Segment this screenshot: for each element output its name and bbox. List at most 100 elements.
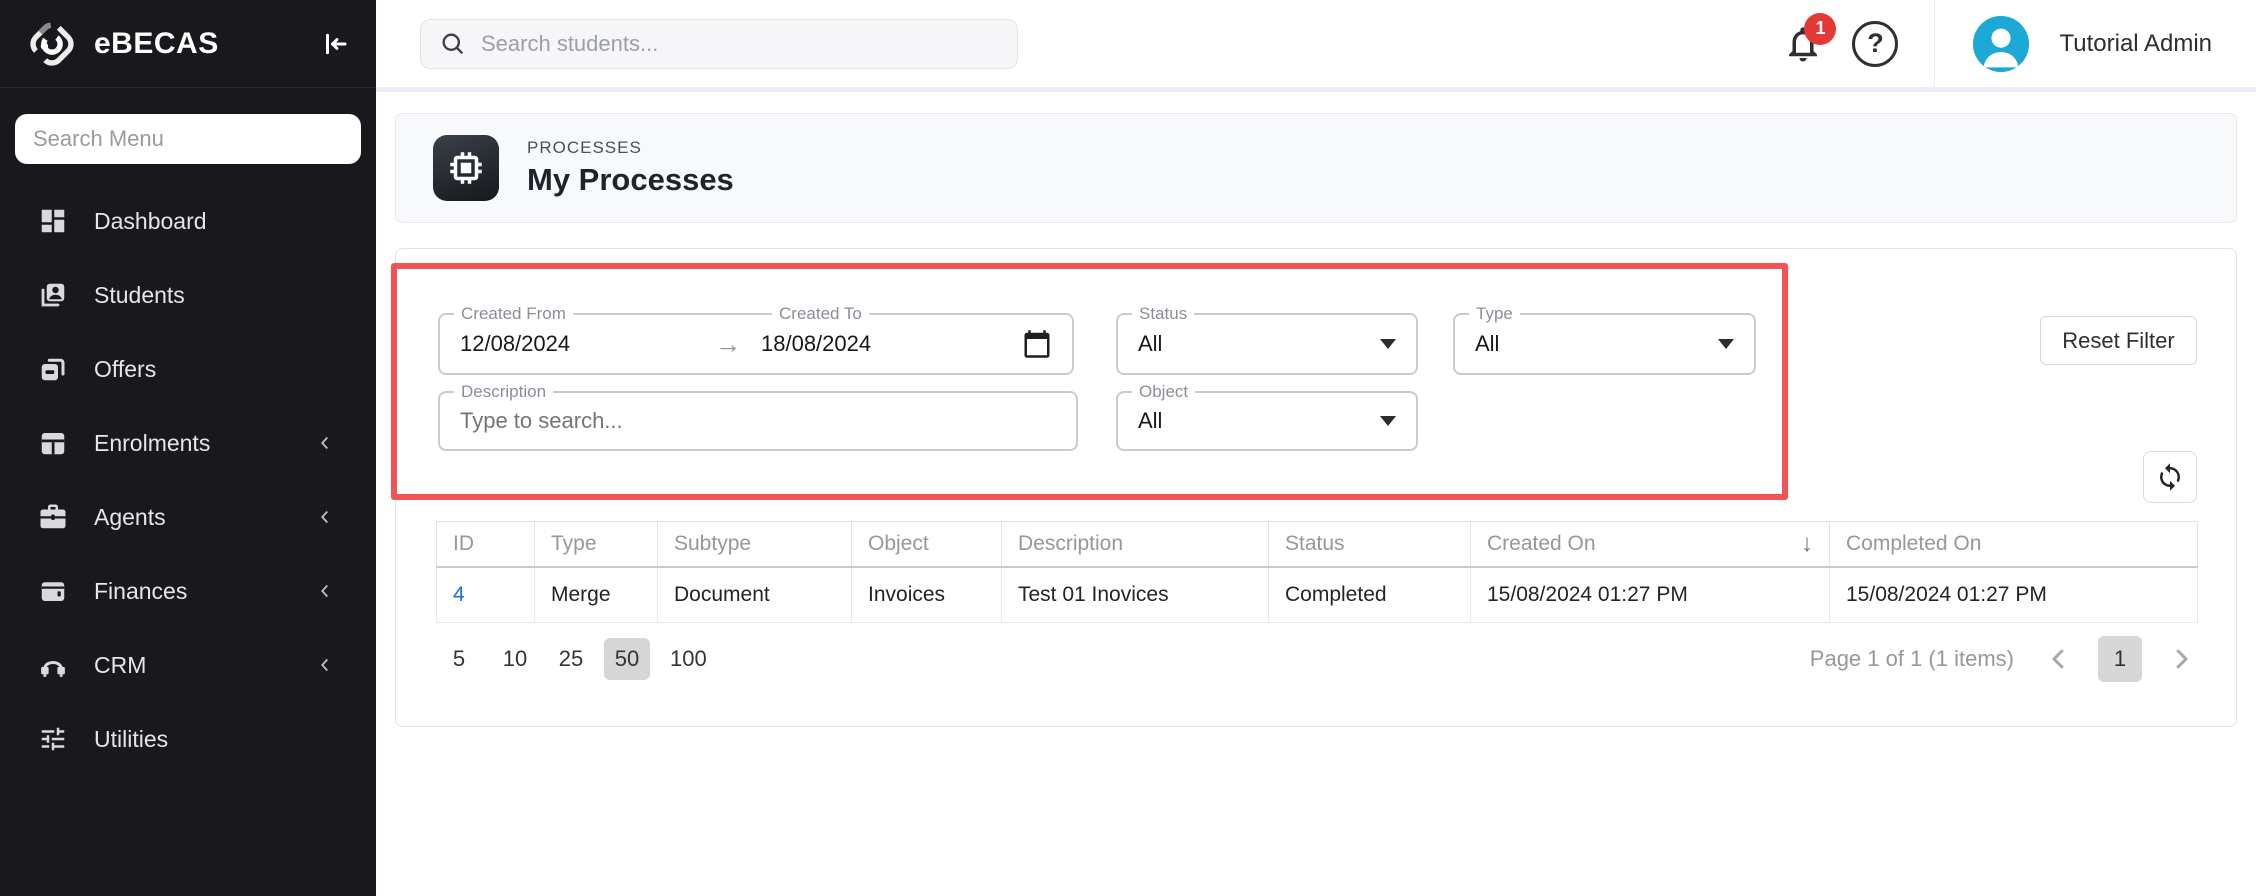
notification-badge: 1 xyxy=(1804,12,1837,45)
column-header-description[interactable]: Description xyxy=(1001,521,1269,568)
processes-table: ID Type Subtype Object Description Statu… xyxy=(436,521,2198,623)
sidebar-item-label: Students xyxy=(94,281,185,308)
sidebar-search-input[interactable] xyxy=(15,114,361,164)
user-name[interactable]: Tutorial Admin xyxy=(2059,29,2212,57)
chevron-left-icon xyxy=(314,580,336,602)
cell-status: Completed xyxy=(1268,566,1471,623)
chevron-left-icon xyxy=(314,654,336,676)
dropdown-caret-icon xyxy=(1380,416,1396,426)
topbar: 1 ? Tutorial Admin xyxy=(376,0,2256,92)
page-size-50[interactable]: 50 xyxy=(604,638,650,680)
sidebar-search xyxy=(15,114,361,164)
status-value: All xyxy=(1138,331,1163,356)
process-id-link[interactable]: 4 xyxy=(453,582,465,606)
student-search[interactable] xyxy=(420,19,1018,69)
notifications-button[interactable]: 1 xyxy=(1778,12,1837,71)
dropdown-caret-icon xyxy=(1718,339,1734,349)
cell-subtype: Document xyxy=(657,566,852,623)
status-select[interactable]: Status All xyxy=(1116,303,1418,375)
crm-icon xyxy=(38,650,68,680)
page-size-selector: 5 10 25 50 100 xyxy=(436,638,727,680)
search-icon xyxy=(439,30,467,58)
enrolments-icon xyxy=(38,428,68,458)
description-field: Description xyxy=(438,381,1078,451)
sidebar-item-finances[interactable]: Finances xyxy=(0,554,376,628)
sidebar-item-offers[interactable]: Offers xyxy=(0,332,376,406)
table-header-row: ID Type Subtype Object Description Statu… xyxy=(436,521,2198,568)
calendar-icon[interactable] xyxy=(1022,329,1052,359)
range-arrow-icon: → xyxy=(715,328,741,359)
created-to-value[interactable]: 18/08/2024 xyxy=(761,331,872,356)
page-summary: Page 1 of 1 (1 items) xyxy=(1809,646,2014,671)
page-size-5[interactable]: 5 xyxy=(436,638,482,680)
refresh-button[interactable] xyxy=(2143,451,2197,503)
sidebar-item-crm[interactable]: CRM xyxy=(0,628,376,702)
brand-title: eBECAS xyxy=(94,26,219,60)
column-header-subtype[interactable]: Subtype xyxy=(657,521,852,568)
page-header-card: PROCESSES My Processes xyxy=(395,113,2237,223)
column-header-completed-on[interactable]: Completed On xyxy=(1829,521,2198,568)
object-label: Object xyxy=(1132,381,1196,403)
sidebar-item-agents[interactable]: Agents xyxy=(0,480,376,554)
sidebar-item-label: Agents xyxy=(94,503,166,530)
status-label: Status xyxy=(1132,303,1195,325)
sidebar-collapse-icon[interactable] xyxy=(320,29,350,59)
sidebar-item-utilities[interactable]: Utilities xyxy=(0,702,376,776)
agents-icon xyxy=(38,502,68,532)
page-size-10[interactable]: 10 xyxy=(492,638,538,680)
object-value: All xyxy=(1138,408,1163,433)
created-to-label: Created To xyxy=(772,303,869,325)
students-icon xyxy=(38,280,68,310)
student-search-input[interactable] xyxy=(481,31,981,57)
refresh-icon xyxy=(2160,463,2180,491)
finances-icon xyxy=(38,576,68,606)
cell-object: Invoices xyxy=(851,566,1002,623)
column-header-label: Created On xyxy=(1487,531,1596,555)
dashboard-icon xyxy=(38,206,68,236)
sort-desc-icon[interactable]: ↓ xyxy=(1801,529,1813,557)
type-value: All xyxy=(1475,331,1500,356)
processes-panel: Created From Created To 12/08/2024 → 18/… xyxy=(395,248,2237,727)
reset-filter-button[interactable]: Reset Filter xyxy=(2040,316,2197,365)
cell-completed-on: 15/08/2024 01:27 PM xyxy=(1829,566,2198,623)
sidebar-item-dashboard[interactable]: Dashboard xyxy=(0,184,376,258)
sidebar-item-enrolments[interactable]: Enrolments xyxy=(0,406,376,480)
sidebar-nav: Dashboard Students Offers xyxy=(0,184,376,776)
sidebar-header: eBECAS xyxy=(0,0,376,88)
type-select[interactable]: Type All xyxy=(1453,303,1756,375)
description-label: Description xyxy=(454,381,554,403)
description-input[interactable] xyxy=(460,408,1056,434)
object-select[interactable]: Object All xyxy=(1116,381,1418,451)
created-date-range-field[interactable]: Created From Created To 12/08/2024 → 18/… xyxy=(438,303,1074,375)
column-header-id[interactable]: ID xyxy=(436,521,535,568)
sidebar-item-label: Offers xyxy=(94,355,157,382)
previous-page-icon[interactable] xyxy=(2044,644,2074,674)
created-from-value[interactable]: 12/08/2024 xyxy=(460,331,571,356)
topbar-divider xyxy=(1934,0,1936,87)
sidebar-item-label: Dashboard xyxy=(94,207,207,234)
pagination: Page 1 of 1 (1 items) 1 xyxy=(1810,636,2196,682)
column-header-object[interactable]: Object xyxy=(851,521,1002,568)
next-page-icon[interactable] xyxy=(2166,644,2196,674)
avatar[interactable] xyxy=(1973,15,2030,72)
help-icon[interactable]: ? xyxy=(1852,20,1899,67)
dropdown-caret-icon xyxy=(1380,339,1396,349)
processes-chip-icon xyxy=(433,135,499,201)
column-header-status[interactable]: Status xyxy=(1268,521,1471,568)
page-category: PROCESSES xyxy=(527,138,642,157)
sidebar: eBECAS Dashboard Stude xyxy=(0,0,376,896)
sidebar-item-label: CRM xyxy=(94,651,147,678)
page-size-100[interactable]: 100 xyxy=(660,638,717,680)
cell-created-on: 15/08/2024 01:27 PM xyxy=(1470,566,1830,623)
page-size-25[interactable]: 25 xyxy=(548,638,594,680)
offers-icon xyxy=(38,354,68,384)
sidebar-item-label: Enrolments xyxy=(94,429,211,456)
type-label: Type xyxy=(1469,303,1520,325)
column-header-type[interactable]: Type xyxy=(534,521,658,568)
sidebar-item-label: Utilities xyxy=(94,725,169,752)
page-title: My Processes xyxy=(527,162,734,197)
chevron-left-icon xyxy=(314,432,336,454)
column-header-created-on[interactable]: Created On ↓ xyxy=(1470,521,1830,568)
page-number-button[interactable]: 1 xyxy=(2098,636,2142,682)
sidebar-item-students[interactable]: Students xyxy=(0,258,376,332)
